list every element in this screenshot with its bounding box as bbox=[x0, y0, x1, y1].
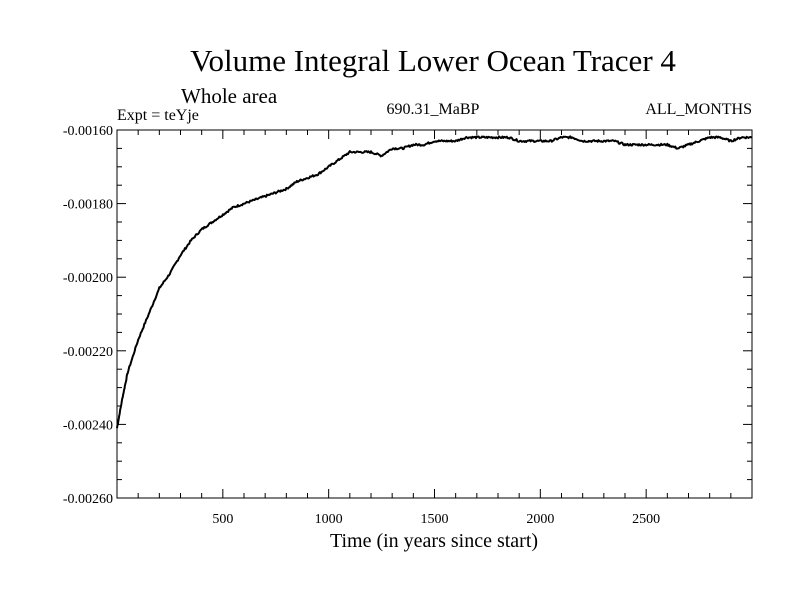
y-tick-label: -0.00160 bbox=[63, 124, 113, 139]
period-label: 690.31_MaBP bbox=[387, 101, 480, 118]
series-line bbox=[116, 135, 753, 429]
x-axis-label: Time (in years since start) bbox=[330, 530, 538, 552]
y-tick-label: -0.00260 bbox=[63, 492, 113, 507]
chart-subtitle: Whole area bbox=[181, 84, 278, 108]
y-tick-label: -0.00180 bbox=[63, 198, 113, 213]
x-tick-label: 1500 bbox=[421, 512, 449, 527]
y-tick-label: -0.00240 bbox=[63, 418, 113, 433]
months-label: ALL_MONTHS bbox=[645, 101, 752, 118]
y-tick-label: -0.00200 bbox=[63, 271, 113, 286]
x-tick-label: 2500 bbox=[632, 512, 660, 527]
plot-frame bbox=[116, 129, 753, 499]
x-tick-label: 1000 bbox=[315, 512, 343, 527]
chart-title: Volume Integral Lower Ocean Tracer 4 bbox=[190, 43, 676, 78]
y-tick-label: -0.00220 bbox=[63, 345, 113, 360]
x-tick-label: 500 bbox=[212, 512, 233, 527]
x-tick-label: 2000 bbox=[526, 512, 554, 527]
experiment-label: Expt = teYje bbox=[117, 107, 199, 124]
